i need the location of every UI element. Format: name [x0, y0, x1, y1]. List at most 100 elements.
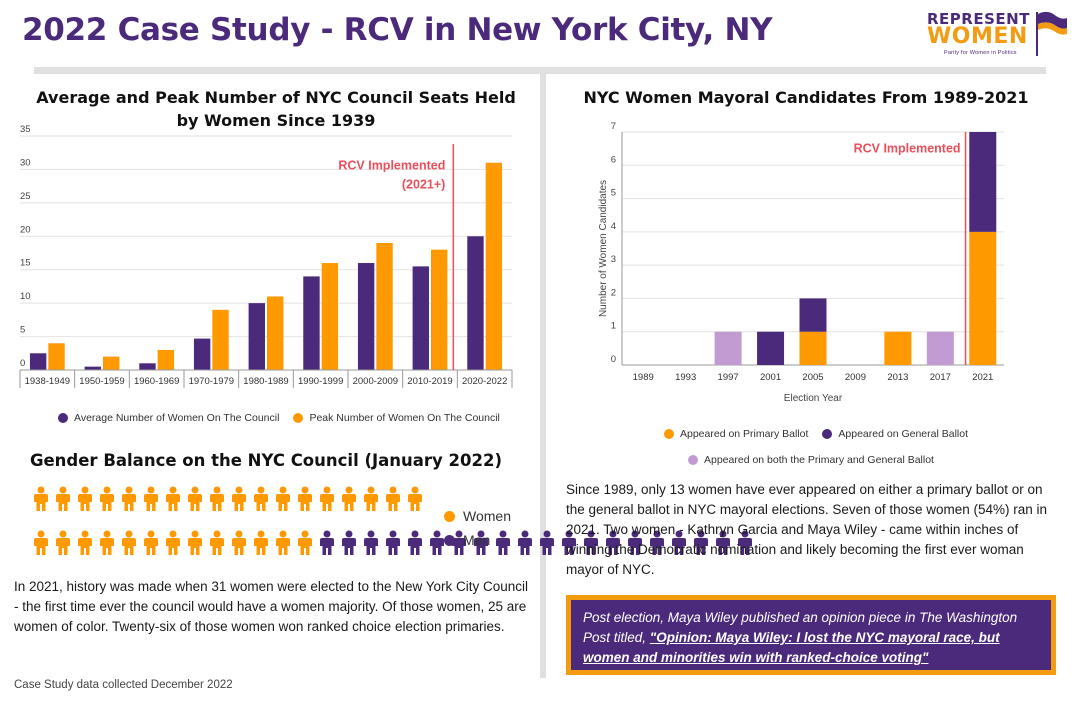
gender-legend-men: Men — [444, 532, 490, 548]
representwomen-logo[interactable]: REPRESENT WOMEN Parity for Women in Poli… — [924, 10, 1072, 60]
man-icon — [712, 530, 734, 558]
callout-prefix: Post election, Maya Wiley published an o… — [583, 610, 1018, 645]
x-tick-label: 1960-1969 — [134, 376, 179, 387]
bar-average — [248, 303, 265, 370]
legend-label-primary: Appeared on Primary Ballot — [680, 428, 809, 440]
bar-average — [29, 353, 47, 370]
legend-label-average: Average Number of Women On The Council — [74, 412, 280, 424]
column-divider — [540, 74, 546, 678]
woman-icon — [250, 486, 272, 514]
woman-icon — [118, 530, 140, 558]
council-paragraph: In 2021, history was made when 31 women … — [14, 579, 529, 634]
woman-icon — [184, 530, 206, 558]
x-tick-label: 2017 — [930, 372, 951, 383]
y-tick-label: 15 — [20, 258, 31, 269]
footnote: Case Study data collected December 2022 — [14, 679, 233, 691]
x-tick-label: 1950-1959 — [79, 376, 124, 387]
woman-icon — [206, 486, 228, 514]
woman-icon — [228, 486, 250, 514]
woman-icon — [382, 486, 404, 514]
x-axis-title: Election Year — [784, 393, 843, 404]
man-icon — [426, 530, 448, 558]
bar-peak — [485, 162, 503, 370]
woman-icon — [118, 486, 140, 514]
woman-icon — [162, 486, 184, 514]
man-icon — [558, 530, 580, 558]
woman-icon — [162, 530, 184, 558]
woman-icon — [206, 530, 228, 558]
woman-icon — [30, 530, 52, 558]
woman-icon — [294, 486, 316, 514]
woman-icon — [140, 530, 162, 558]
x-tick-label: 2010-2019 — [407, 376, 452, 387]
x-tick-label: 2000-2009 — [353, 376, 398, 387]
man-icon — [602, 530, 624, 558]
legend-swatch-average — [58, 413, 68, 423]
mayoral-legend-row2: Appeared on both the Primary and General… — [688, 454, 934, 466]
rcv-label: RCV Implemented — [854, 142, 961, 156]
y-tick-label: 0 — [611, 354, 616, 365]
bar-average — [193, 338, 211, 370]
legend-swatch-general — [822, 429, 833, 439]
logo-tagline: Parity for Women in Politics — [944, 50, 1017, 56]
council-seats-chart: 0 5 10 15 20 25 30 35 1938-1949 1950-1959 1960-196… — [19, 124, 513, 388]
woman-icon — [250, 530, 272, 558]
man-icon — [448, 530, 470, 558]
legend-swatch-both — [688, 455, 698, 465]
bar-peak — [321, 263, 339, 370]
mayoral-legend-row1: Appeared on Primary Ballot Appeared on G… — [664, 428, 968, 440]
bar-average — [139, 363, 156, 370]
legend-label-both: Appeared on both the Primary and General… — [704, 454, 934, 466]
y-tick-label: 5 — [611, 188, 616, 199]
y-tick-label: 30 — [20, 157, 31, 168]
x-tick-label: 1980-1989 — [243, 376, 288, 387]
woman-icon — [140, 486, 162, 514]
woman-icon — [360, 486, 382, 514]
mayoral-candidates-chart: 0 1 2 3 4 5 6 7 1989 1993 1997 2001 2005 2009 2013 2017… — [598, 121, 1004, 404]
bar-average — [357, 263, 375, 370]
bar-peak — [48, 343, 65, 370]
rcv-label: RCV Implemented — [338, 158, 445, 172]
x-tick-label: 2020-2022 — [462, 376, 507, 387]
woman-icon — [96, 486, 118, 514]
gender-legend-women: Women — [444, 508, 511, 524]
callout-body: Post election, Maya Wiley published an o… — [571, 600, 1051, 670]
woman-icon — [404, 486, 426, 514]
bar-peak — [212, 309, 229, 370]
opinion-article-link[interactable]: "Opinion: Maya Wiley: I lost the NYC may… — [583, 630, 1000, 665]
x-tick-label: 1938-1949 — [25, 376, 70, 387]
page-title: 2022 Case Study - RCV in New York City, … — [22, 12, 773, 48]
x-tick-label: 1989 — [633, 372, 654, 383]
y-tick-label: 2 — [611, 287, 616, 298]
women-swatch — [444, 510, 455, 522]
y-tick-label: 3 — [611, 254, 616, 265]
bar-segment — [884, 331, 912, 365]
x-tick-label: 1993 — [675, 372, 696, 383]
woman-icon — [184, 486, 206, 514]
bar-peak — [376, 242, 393, 370]
bar-segment — [757, 331, 785, 365]
man-icon — [382, 530, 404, 558]
x-tick-label: 2013 — [887, 372, 908, 383]
x-tick-label: 2021 — [972, 372, 993, 383]
man-icon — [360, 530, 382, 558]
man-icon — [492, 530, 514, 558]
woman-icon — [52, 530, 74, 558]
man-icon — [404, 530, 426, 558]
bar-average — [412, 266, 429, 370]
bar-segment — [969, 231, 997, 365]
legend-label-general: Appeared on General Ballot — [838, 428, 968, 440]
x-tick-label: 2009 — [845, 372, 866, 383]
woman-icon — [30, 486, 52, 514]
council-legend: Average Number of Women On The Council P… — [58, 412, 500, 424]
header-divider — [34, 67, 1046, 74]
mayoral-paragraph: Since 1989, only 13 women have ever appe… — [566, 482, 1048, 577]
y-tick-label: 0 — [20, 358, 25, 369]
logo-line1: REPRESENT — [927, 10, 1030, 28]
y-tick-label: 35 — [20, 124, 31, 135]
man-icon — [646, 530, 668, 558]
man-icon — [690, 530, 712, 558]
man-icon — [316, 530, 338, 558]
bar-average — [303, 276, 320, 370]
legend-swatch-peak — [293, 413, 304, 423]
